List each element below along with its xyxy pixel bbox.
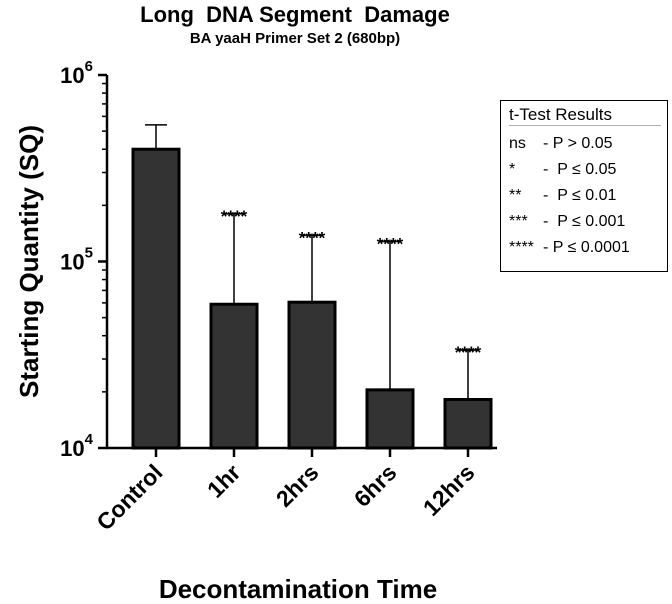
y-tick-label: 104 bbox=[60, 431, 93, 461]
chart-title: Long DNA Segment Damage bbox=[140, 2, 450, 27]
x-tick-label: 6hrs bbox=[349, 459, 402, 512]
bar-1hr bbox=[209, 302, 259, 450]
legend-symbol: * bbox=[509, 161, 516, 178]
legend-text: - P ≤ 0.01 bbox=[543, 187, 617, 204]
significance-label: **** bbox=[455, 343, 482, 362]
y-tick-label: 106 bbox=[60, 58, 93, 88]
x-tick-label: 12hrs bbox=[418, 459, 480, 521]
x-tick-label: 2hrs bbox=[271, 459, 324, 512]
legend-text: - P ≤ 0.0001 bbox=[543, 239, 630, 256]
bar-control bbox=[131, 147, 181, 450]
y-axis-label: Starting Quantity (SQ) bbox=[14, 125, 44, 398]
legend-text: - P ≤ 0.001 bbox=[543, 213, 626, 230]
legend-symbol: ns bbox=[509, 135, 526, 152]
legend-divider bbox=[509, 125, 661, 126]
legend-row-2star: ** - P ≤ 0.01 bbox=[509, 186, 616, 206]
legend-symbol: ** bbox=[509, 187, 522, 204]
significance-label: **** bbox=[377, 235, 404, 254]
t-test-legend: t-Test Results ns - P > 0.05 * - P ≤ 0.05 … bbox=[500, 100, 668, 272]
x-tick-label: Control bbox=[91, 459, 167, 535]
bar-6hrs bbox=[365, 388, 415, 450]
legend-row-3star: *** - P ≤ 0.001 bbox=[509, 212, 625, 232]
bar-2hrs bbox=[287, 300, 337, 450]
chart-subtitle: BA yaaH Primer Set 2 (680bp) bbox=[189, 30, 401, 47]
legend-symbol: *** bbox=[509, 213, 528, 230]
significance-label: **** bbox=[221, 207, 248, 226]
bar-12hrs bbox=[443, 397, 493, 450]
x-axis-label: Decontamination Time bbox=[159, 574, 437, 604]
y-tick-label: 105 bbox=[60, 245, 93, 275]
legend-symbol: **** bbox=[509, 239, 534, 256]
legend-text: - P ≤ 0.05 bbox=[543, 161, 617, 178]
x-tick-label: 1hr bbox=[202, 459, 246, 503]
legend-row-ns: ns - P > 0.05 bbox=[509, 134, 613, 154]
significance-label: **** bbox=[299, 228, 326, 247]
legend-title: t-Test Results bbox=[509, 105, 612, 124]
legend-row-1star: * - P ≤ 0.05 bbox=[509, 160, 616, 180]
legend-text: - P > 0.05 bbox=[543, 135, 613, 152]
legend-row-4star: **** - P ≤ 0.0001 bbox=[509, 238, 630, 258]
